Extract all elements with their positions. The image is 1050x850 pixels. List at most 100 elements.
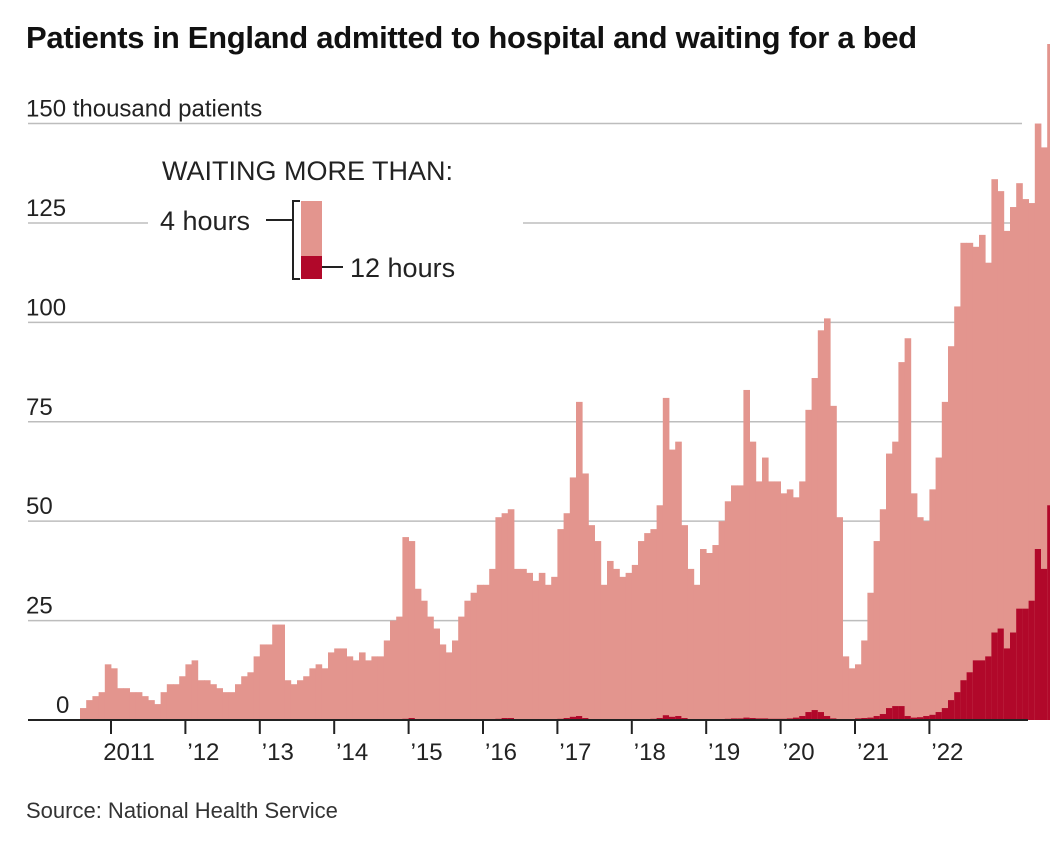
bar-4-hours — [117, 688, 124, 720]
bar-4-hours — [154, 704, 161, 720]
bar-12-hours — [892, 706, 899, 720]
bar-4-hours — [408, 541, 416, 720]
bar-4-hours — [98, 692, 106, 720]
bar-4-hours — [588, 525, 595, 720]
bar-4-hours — [278, 624, 285, 720]
bar-4-hours — [799, 481, 806, 720]
bar-4-hours — [867, 592, 874, 720]
bar-4-hours — [501, 513, 509, 720]
bar-12-hours — [805, 712, 812, 720]
bar-4-hours — [377, 656, 385, 720]
bar-4-hours — [966, 242, 974, 720]
bar-12-hours — [799, 716, 806, 720]
bar-4-hours — [439, 644, 447, 720]
bar-12-hours — [1016, 608, 1023, 720]
bar-4-hours — [731, 485, 738, 720]
bar-4-hours — [917, 517, 924, 720]
bar-4-hours — [941, 401, 949, 720]
bar-12-hours — [917, 717, 924, 720]
bar-4-hours — [886, 453, 893, 720]
bar-4-hours — [774, 481, 781, 720]
bar-4-hours — [600, 584, 608, 720]
bar-4-hours — [700, 549, 707, 720]
bar-4-hours — [1022, 199, 1029, 721]
bar-12-hours — [743, 717, 750, 720]
bar-12-hours — [1010, 632, 1017, 720]
bar-12-hours — [904, 716, 912, 720]
bar-4-hours — [706, 552, 713, 720]
bar-4-hours — [830, 405, 837, 720]
bar-4-hours — [576, 401, 583, 720]
bar-12-hours — [669, 716, 676, 720]
bar-4-hours — [253, 656, 261, 720]
bar-4-hours — [681, 525, 688, 720]
bar-12-hours — [824, 716, 831, 720]
bar-4-hours — [861, 640, 868, 720]
legend-swatch-12-hours — [301, 256, 322, 279]
bar-4-hours — [402, 537, 409, 720]
bar-4-hours — [997, 191, 1005, 721]
bar-12-hours — [811, 710, 819, 720]
bar-4-hours — [445, 652, 453, 720]
bar-12-hours — [972, 660, 980, 720]
bar-4-hours — [879, 509, 887, 720]
legend-backdrop — [148, 150, 523, 285]
y-axis-labels: 0 25 50 75 100 125 150 thousand patients — [26, 96, 262, 719]
bar-4-hours — [290, 684, 298, 720]
bar-4-hours — [222, 692, 230, 720]
bar-4-hours — [235, 684, 242, 720]
bar-4-hours — [780, 493, 788, 720]
bar-12-hours — [948, 700, 955, 720]
bar-4-hours — [514, 568, 521, 720]
x-tick-label: ’12 — [187, 739, 219, 766]
bar-4-hours — [607, 560, 614, 720]
bar-4-hours — [954, 306, 961, 720]
bar-12-hours — [898, 706, 905, 720]
bar-12-hours — [867, 717, 874, 720]
bar-12-hours — [1041, 568, 1048, 720]
bar-4-hours — [284, 680, 292, 720]
bar-4-hours — [483, 584, 490, 720]
bar-12-hours — [1022, 608, 1029, 720]
chart-title: Patients in England admitted to hospital… — [26, 20, 917, 55]
bar-4-hours — [111, 668, 118, 720]
y-tick-label: 50 — [26, 493, 53, 520]
bar-4-hours — [1047, 44, 1050, 720]
y-tick-label: 125 — [26, 195, 66, 222]
bar-4-hours — [259, 644, 267, 720]
bar-4-hours — [371, 656, 378, 720]
bar-12-hours — [966, 672, 974, 720]
bar-4-hours — [923, 521, 930, 720]
legend-bracket — [266, 200, 343, 280]
bar-4-hours — [476, 584, 484, 720]
bar-4-hours — [297, 680, 304, 720]
bar-12-hours — [793, 717, 800, 720]
bar-4-hours — [749, 441, 757, 720]
bar-4-hours — [197, 680, 205, 720]
bar-4-hours — [836, 517, 843, 720]
bar-4-hours — [855, 664, 862, 720]
bar-4-hours — [321, 668, 329, 720]
bar-4-hours — [762, 457, 769, 720]
bar-4-hours — [693, 584, 701, 720]
bar-4-hours — [86, 700, 93, 720]
x-tick-label: ’17 — [559, 739, 591, 766]
bar-4-hours — [582, 473, 589, 720]
bar-12-hours — [1034, 549, 1042, 720]
x-tick-label: ’18 — [634, 739, 666, 766]
bar-4-hours — [507, 509, 515, 720]
y-tick-label: 25 — [26, 593, 53, 620]
gridlines — [28, 122, 1022, 622]
y-tick-label: 0 — [56, 692, 69, 719]
bar-4-hours — [625, 572, 633, 720]
bar-4-hours — [743, 389, 750, 720]
legend-heading: WAITING MORE THAN: — [162, 156, 453, 186]
bar-4-hours — [631, 564, 639, 720]
bar-4-hours — [532, 580, 540, 720]
y-tick-label: 150 thousand patients — [26, 96, 262, 123]
bar-4-hours — [210, 684, 217, 720]
bar-4-hours — [929, 489, 936, 720]
bar-12-hours — [910, 717, 918, 720]
bar-12-hours — [941, 708, 949, 720]
bar-12-hours — [985, 656, 992, 720]
